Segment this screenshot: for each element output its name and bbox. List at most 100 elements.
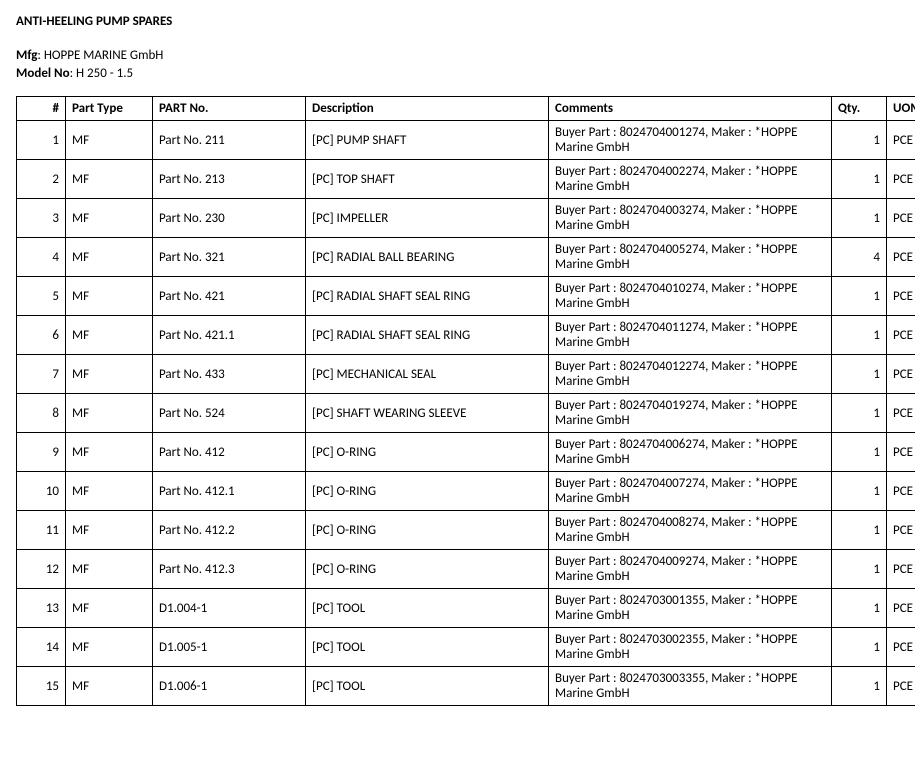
model-value: H 250 - 1.5: [76, 66, 133, 81]
col-part-type: Part Type: [66, 97, 153, 121]
cell-comments: Buyer Part : 8024704001274, Maker : *HOP…: [549, 121, 832, 160]
meta-model: Model No: H 250 - 1.5: [16, 65, 899, 83]
cell-desc: [PC] O-RING: [306, 472, 549, 511]
cell-comments: Buyer Part : 8024704012274, Maker : *HOP…: [549, 355, 832, 394]
cell-part-no: Part No. 524: [153, 394, 306, 433]
cell-part-no: Part No. 412.1: [153, 472, 306, 511]
cell-desc: [PC] MECHANICAL SEAL: [306, 355, 549, 394]
cell-part-type: MF: [66, 160, 153, 199]
cell-part-no: Part No. 213: [153, 160, 306, 199]
cell-part-type: MF: [66, 511, 153, 550]
cell-part-no: Part No. 211: [153, 121, 306, 160]
cell-num: 14: [17, 628, 66, 667]
cell-comments: Buyer Part : 8024704019274, Maker : *HOP…: [549, 394, 832, 433]
cell-qty: 1: [832, 433, 887, 472]
cell-desc: [PC] TOOL: [306, 667, 549, 706]
cell-part-no: Part No. 421.1: [153, 316, 306, 355]
cell-part-type: MF: [66, 199, 153, 238]
col-part-no: PART No.: [153, 97, 306, 121]
cell-num: 5: [17, 277, 66, 316]
col-desc: Description: [306, 97, 549, 121]
cell-comments: Buyer Part : 8024703002355, Maker : *HOP…: [549, 628, 832, 667]
cell-part-no: Part No. 433: [153, 355, 306, 394]
cell-uom: PCE: [887, 667, 915, 706]
cell-qty: 1: [832, 316, 887, 355]
cell-comments: Buyer Part : 8024704006274, Maker : *HOP…: [549, 433, 832, 472]
cell-part-no: D1.006-1: [153, 667, 306, 706]
cell-part-no: Part No. 321: [153, 238, 306, 277]
cell-desc: [PC] PUMP SHAFT: [306, 121, 549, 160]
cell-comments: Buyer Part : 8024704003274, Maker : *HOP…: [549, 199, 832, 238]
col-comments: Comments: [549, 97, 832, 121]
cell-part-type: MF: [66, 316, 153, 355]
page-title: ANTI-HEELING PUMP SPARES: [16, 14, 899, 29]
mfg-label: Mfg: [16, 48, 37, 63]
cell-uom: PCE: [887, 277, 915, 316]
cell-desc: [PC] O-RING: [306, 433, 549, 472]
cell-part-type: MF: [66, 355, 153, 394]
table-row: 2MFPart No. 213[PC] TOP SHAFTBuyer Part …: [17, 160, 915, 199]
cell-part-no: Part No. 230: [153, 199, 306, 238]
cell-part-type: MF: [66, 667, 153, 706]
cell-part-no: D1.005-1: [153, 628, 306, 667]
cell-num: 3: [17, 199, 66, 238]
cell-comments: Buyer Part : 8024703003355, Maker : *HOP…: [549, 667, 832, 706]
cell-part-type: MF: [66, 277, 153, 316]
cell-part-no: Part No. 412.3: [153, 550, 306, 589]
table-row: 4MFPart No. 321[PC] RADIAL BALL BEARINGB…: [17, 238, 915, 277]
cell-qty: 1: [832, 628, 887, 667]
table-row: 10MFPart No. 412.1[PC] O-RINGBuyer Part …: [17, 472, 915, 511]
cell-num: 10: [17, 472, 66, 511]
cell-uom: PCE: [887, 433, 915, 472]
col-num: #: [17, 97, 66, 121]
cell-qty: 1: [832, 472, 887, 511]
table-row: 9MFPart No. 412[PC] O-RINGBuyer Part : 8…: [17, 433, 915, 472]
table-row: 5MFPart No. 421[PC] RADIAL SHAFT SEAL RI…: [17, 277, 915, 316]
table-row: 11MFPart No. 412.2[PC] O-RINGBuyer Part …: [17, 511, 915, 550]
table-body: 1MFPart No. 211[PC] PUMP SHAFTBuyer Part…: [17, 121, 915, 706]
cell-desc: [PC] O-RING: [306, 550, 549, 589]
cell-desc: [PC] RADIAL SHAFT SEAL RING: [306, 316, 549, 355]
cell-desc: [PC] TOOL: [306, 628, 549, 667]
table-row: 6MFPart No. 421.1[PC] RADIAL SHAFT SEAL …: [17, 316, 915, 355]
cell-qty: 1: [832, 160, 887, 199]
cell-uom: PCE: [887, 316, 915, 355]
meta-block: Mfg: HOPPE MARINE GmbH Model No: H 250 -…: [16, 47, 899, 82]
cell-desc: [PC] SHAFT WEARING SLEEVE: [306, 394, 549, 433]
cell-uom: PCE: [887, 199, 915, 238]
parts-table: # Part Type PART No. Description Comment…: [16, 96, 915, 706]
cell-qty: 1: [832, 667, 887, 706]
cell-desc: [PC] TOOL: [306, 589, 549, 628]
cell-num: 15: [17, 667, 66, 706]
table-row: 14MFD1.005-1[PC] TOOLBuyer Part : 802470…: [17, 628, 915, 667]
cell-num: 8: [17, 394, 66, 433]
cell-desc: [PC] RADIAL SHAFT SEAL RING: [306, 277, 549, 316]
cell-num: 6: [17, 316, 66, 355]
cell-uom: PCE: [887, 628, 915, 667]
cell-part-no: Part No. 412: [153, 433, 306, 472]
cell-comments: Buyer Part : 8024704008274, Maker : *HOP…: [549, 511, 832, 550]
model-label: Model No: [16, 66, 70, 81]
cell-uom: PCE: [887, 121, 915, 160]
cell-num: 2: [17, 160, 66, 199]
cell-part-no: D1.004-1: [153, 589, 306, 628]
mfg-value: HOPPE MARINE GmbH: [44, 48, 164, 63]
col-uom: UOM: [887, 97, 915, 121]
cell-uom: PCE: [887, 589, 915, 628]
table-row: 12MFPart No. 412.3[PC] O-RINGBuyer Part …: [17, 550, 915, 589]
cell-part-type: MF: [66, 628, 153, 667]
table-row: 7MFPart No. 433[PC] MECHANICAL SEALBuyer…: [17, 355, 915, 394]
table-row: 3MFPart No. 230[PC] IMPELLERBuyer Part :…: [17, 199, 915, 238]
cell-qty: 1: [832, 199, 887, 238]
cell-comments: Buyer Part : 8024704010274, Maker : *HOP…: [549, 277, 832, 316]
cell-comments: Buyer Part : 8024703001355, Maker : *HOP…: [549, 589, 832, 628]
cell-uom: PCE: [887, 160, 915, 199]
cell-part-type: MF: [66, 433, 153, 472]
cell-qty: 1: [832, 277, 887, 316]
cell-desc: [PC] O-RING: [306, 511, 549, 550]
cell-uom: PCE: [887, 472, 915, 511]
cell-num: 12: [17, 550, 66, 589]
cell-qty: 1: [832, 511, 887, 550]
cell-comments: Buyer Part : 8024704011274, Maker : *HOP…: [549, 316, 832, 355]
cell-desc: [PC] RADIAL BALL BEARING: [306, 238, 549, 277]
